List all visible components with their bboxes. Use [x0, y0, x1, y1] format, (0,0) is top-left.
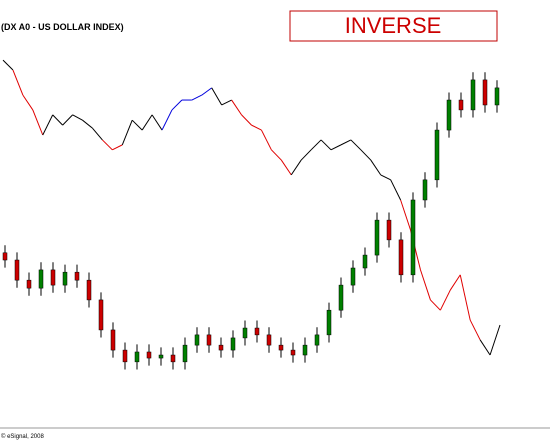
inverse-line-segment — [22, 94, 34, 111]
candle-body — [398, 239, 404, 276]
inverse-line-segment — [2, 59, 14, 71]
candle-body — [2, 252, 8, 261]
candle-body — [50, 269, 56, 286]
candle-body — [242, 327, 248, 339]
inverse-line-segment — [390, 179, 402, 201]
inverse-line-segment — [271, 149, 282, 161]
candle-body — [98, 299, 104, 331]
annotation: INVERSE — [345, 13, 442, 38]
inverse-line-segment — [112, 144, 123, 151]
candle-body — [206, 334, 212, 346]
candle-body — [434, 129, 440, 181]
candle-body — [86, 279, 92, 301]
candle-body — [266, 334, 272, 346]
inverse-line-segment — [350, 139, 362, 151]
inverse-line-segment — [459, 274, 471, 321]
inverse-line-segment — [12, 69, 24, 96]
inverse-line-segment — [449, 274, 461, 291]
candle-body — [74, 271, 80, 281]
inverse-line-segment — [370, 159, 382, 176]
candle-body — [146, 351, 152, 359]
inverse-line-segment — [151, 114, 163, 131]
inverse-line-segment — [300, 149, 312, 161]
candle-body — [62, 271, 68, 286]
candle-body — [134, 351, 140, 363]
inverse-line-segment — [489, 324, 501, 356]
inverse-line-segment — [121, 119, 133, 146]
inverse-line-segment — [330, 144, 342, 151]
candle-body — [338, 284, 344, 311]
candle-body — [482, 79, 488, 106]
candle-body — [494, 87, 500, 106]
candle-body — [410, 199, 416, 276]
inverse-line-segment — [141, 114, 153, 131]
inverse-line-segment — [82, 119, 93, 129]
inverse-line-segment — [52, 114, 63, 126]
inverse-line-segment — [380, 174, 391, 181]
inverse-line-segment — [131, 119, 143, 131]
inverse-line-segment — [191, 94, 203, 101]
candle-body — [446, 99, 452, 131]
candle-body — [218, 344, 224, 351]
candle-body — [182, 344, 188, 363]
annotation-box — [289, 10, 498, 42]
candle-body — [362, 254, 368, 269]
candle-body — [458, 99, 464, 111]
candle-body — [326, 309, 332, 336]
candle-body — [350, 267, 356, 286]
candle-body — [278, 344, 284, 351]
chart-title: (DX A0 - US DOLLAR INDEX) — [1, 22, 124, 32]
inverse-line-segment — [310, 139, 322, 151]
candle-body — [386, 219, 392, 241]
inverse-line-segment — [320, 139, 332, 151]
inverse-line-segment — [32, 109, 44, 136]
inverse-line-segment — [241, 114, 252, 126]
inverse-line-segment — [211, 87, 223, 106]
inverse-line-segment — [102, 139, 113, 151]
candle-body — [470, 79, 476, 111]
candle-body — [230, 337, 236, 351]
inverse-line-segment — [479, 339, 491, 356]
candle-body — [122, 349, 128, 363]
inverse-line-segment — [430, 299, 441, 311]
inverse-line-segment — [290, 159, 302, 176]
inverse-line-segment — [360, 149, 372, 161]
candle-body — [38, 269, 44, 289]
inverse-line-segment — [420, 269, 431, 301]
candle-body — [254, 327, 260, 336]
inverse-line-segment — [260, 129, 272, 151]
inverse-line-segment — [201, 87, 213, 96]
footer: © eSignal, 2008 — [1, 433, 44, 440]
candle-body — [314, 334, 320, 346]
inverse-line-segment — [92, 127, 103, 141]
candle-body — [374, 219, 380, 256]
inverse-line-segment — [469, 319, 481, 341]
inverse-line-segment — [42, 114, 54, 136]
candle-body — [26, 279, 32, 289]
candle-body — [170, 354, 176, 363]
candle-body — [422, 179, 428, 201]
candle-body — [14, 259, 20, 281]
inverse-line-segment — [400, 199, 412, 231]
inverse-line-segment — [62, 114, 73, 126]
inverse-line-segment — [251, 124, 262, 131]
candle-body — [110, 329, 116, 351]
candle-body — [158, 354, 164, 359]
inverse-line-segment — [221, 99, 232, 106]
inverse-line-segment — [340, 139, 352, 146]
inverse-line-segment — [280, 159, 292, 176]
inverse-line-segment — [171, 99, 183, 111]
inverse-line-segment — [231, 99, 242, 116]
inverse-line-segment — [439, 289, 451, 311]
candle-body — [302, 344, 308, 356]
candle-body — [194, 334, 200, 346]
candle-body — [290, 349, 296, 356]
inverse-line-segment — [72, 114, 83, 121]
inverse-line-segment — [161, 109, 173, 131]
